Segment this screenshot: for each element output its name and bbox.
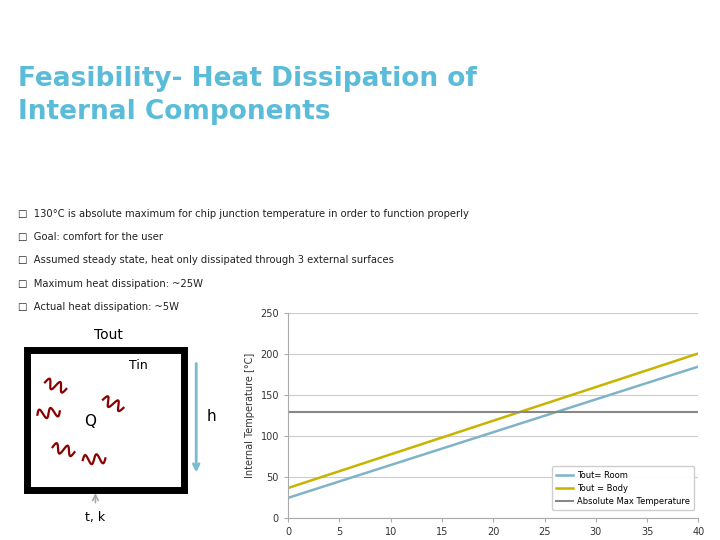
Text: Tout: Tout bbox=[94, 328, 122, 342]
Text: □  Actual heat dissipation: ~5W: □ Actual heat dissipation: ~5W bbox=[18, 302, 179, 312]
Tout= Room bbox=[308, 487, 317, 493]
Text: □  Maximum heat dissipation: ~25W: □ Maximum heat dissipation: ~25W bbox=[18, 279, 203, 288]
Bar bbox=[27, 350, 184, 490]
Tout = Body bbox=[694, 350, 703, 356]
Absolute Max Temperature bbox=[284, 408, 292, 415]
Tout= Room bbox=[300, 489, 309, 496]
Tout = Body bbox=[659, 362, 667, 368]
Tout= Room bbox=[659, 375, 667, 381]
Absolute Max Temperature bbox=[294, 408, 302, 415]
Tout = Body bbox=[284, 485, 292, 491]
Tout = Body bbox=[308, 477, 317, 483]
Tout = Body bbox=[673, 357, 682, 363]
Text: □  Goal: comfort for the user: □ Goal: comfort for the user bbox=[18, 232, 163, 242]
Text: □  Assumed steady state, heat only dissipated through 3 external surfaces: □ Assumed steady state, heat only dissip… bbox=[18, 255, 394, 265]
Tout = Body bbox=[300, 480, 309, 486]
Text: h: h bbox=[207, 409, 216, 424]
Tout= Room bbox=[673, 370, 682, 376]
Tout = Body bbox=[393, 449, 402, 455]
Text: □  130°C is absolute maximum for chip junction temperature in order to function : □ 130°C is absolute maximum for chip jun… bbox=[18, 209, 469, 219]
Line: Tout = Body: Tout = Body bbox=[288, 353, 698, 488]
Tout= Room bbox=[284, 495, 292, 501]
Tout= Room bbox=[360, 470, 369, 477]
Tout= Room bbox=[393, 460, 402, 466]
Line: Tout= Room: Tout= Room bbox=[288, 367, 698, 498]
Text: Tin: Tin bbox=[129, 359, 148, 372]
Text: Q: Q bbox=[84, 414, 96, 429]
Text: t, k: t, k bbox=[86, 511, 105, 524]
Legend: Tout= Room, Tout = Body, Absolute Max Temperature: Tout= Room, Tout = Body, Absolute Max Te… bbox=[552, 467, 694, 510]
Text: Feasibility- Heat Dissipation of
Internal Components: Feasibility- Heat Dissipation of Interna… bbox=[18, 66, 477, 125]
Tout= Room bbox=[694, 363, 703, 370]
Y-axis label: Internal Temperature [°C]: Internal Temperature [°C] bbox=[245, 353, 255, 478]
Tout = Body bbox=[360, 460, 369, 466]
